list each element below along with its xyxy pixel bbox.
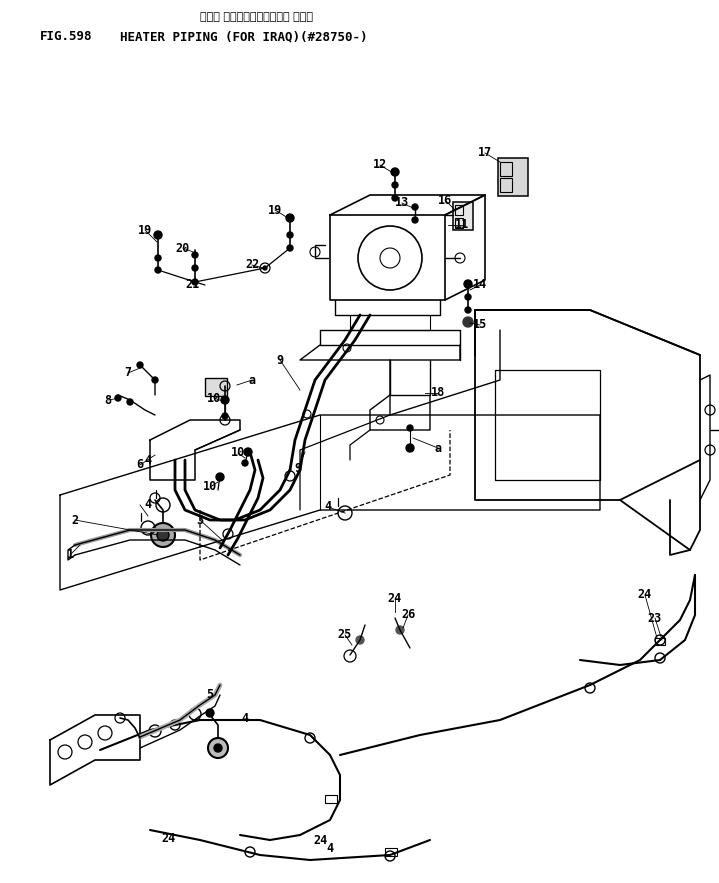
Circle shape — [192, 279, 198, 285]
Circle shape — [392, 182, 398, 188]
Text: 12: 12 — [373, 159, 387, 171]
Circle shape — [151, 523, 175, 547]
Text: a: a — [249, 374, 255, 387]
Bar — [453, 202, 473, 230]
Text: 13: 13 — [395, 197, 409, 209]
Bar — [385, 848, 397, 856]
Text: 17: 17 — [478, 147, 492, 160]
Text: 19: 19 — [268, 203, 282, 216]
Text: 15: 15 — [473, 319, 487, 331]
Text: 24: 24 — [313, 834, 327, 847]
Text: FIG.598: FIG.598 — [40, 30, 93, 43]
Text: 10: 10 — [207, 391, 221, 404]
Text: 11: 11 — [455, 218, 469, 231]
Text: 25: 25 — [338, 629, 352, 642]
Text: 7: 7 — [124, 366, 132, 380]
Text: 24: 24 — [638, 588, 652, 601]
Circle shape — [412, 217, 418, 223]
Text: 2: 2 — [71, 514, 78, 526]
Text: 14: 14 — [473, 278, 487, 291]
Text: 21: 21 — [185, 278, 199, 291]
Circle shape — [407, 425, 413, 431]
Circle shape — [214, 744, 222, 752]
Circle shape — [223, 529, 233, 539]
Text: 10: 10 — [203, 480, 217, 494]
Circle shape — [263, 266, 267, 270]
Circle shape — [127, 399, 133, 405]
Text: 4: 4 — [326, 841, 334, 855]
Bar — [455, 205, 463, 215]
Circle shape — [465, 294, 471, 300]
Text: 9: 9 — [276, 353, 283, 366]
Circle shape — [242, 460, 248, 466]
Circle shape — [155, 267, 161, 273]
Circle shape — [286, 214, 294, 222]
Circle shape — [206, 709, 214, 717]
Text: 22: 22 — [245, 259, 259, 271]
Circle shape — [157, 529, 169, 541]
Bar — [325, 795, 337, 803]
Circle shape — [154, 231, 162, 239]
Text: 26: 26 — [401, 608, 415, 622]
Bar — [500, 178, 512, 192]
Circle shape — [152, 377, 158, 383]
Circle shape — [287, 232, 293, 238]
Text: 16: 16 — [438, 193, 452, 207]
Text: 1: 1 — [66, 548, 73, 562]
Circle shape — [137, 362, 143, 368]
Circle shape — [192, 265, 198, 271]
Circle shape — [287, 245, 293, 251]
Circle shape — [463, 317, 473, 327]
Text: 4: 4 — [324, 501, 331, 514]
Text: 5: 5 — [206, 689, 214, 701]
Text: 19: 19 — [138, 223, 152, 237]
Text: 4: 4 — [145, 499, 152, 511]
Bar — [498, 158, 528, 196]
Text: a: a — [434, 442, 441, 455]
Circle shape — [464, 280, 472, 288]
Text: 20: 20 — [176, 241, 190, 254]
Text: HEATER PIPING (FOR IRAQ)(#28750-): HEATER PIPING (FOR IRAQ)(#28750-) — [120, 30, 367, 43]
Circle shape — [396, 626, 404, 634]
Text: 10: 10 — [231, 447, 245, 459]
Circle shape — [392, 195, 398, 201]
Circle shape — [192, 252, 198, 258]
Text: 4: 4 — [242, 712, 249, 724]
Bar — [455, 218, 463, 228]
Text: 18: 18 — [431, 387, 445, 399]
Circle shape — [391, 168, 399, 176]
Text: 24: 24 — [161, 832, 175, 844]
Circle shape — [221, 396, 229, 404]
Bar — [500, 162, 512, 176]
Circle shape — [465, 307, 471, 313]
Circle shape — [412, 204, 418, 210]
Circle shape — [285, 471, 295, 481]
Circle shape — [303, 410, 311, 418]
Text: 4: 4 — [145, 454, 152, 466]
Text: ヒータ パイピング　（イラク ヨウ）: ヒータ パイピング （イラク ヨウ） — [200, 12, 313, 22]
Circle shape — [222, 413, 228, 419]
Circle shape — [244, 448, 252, 456]
Text: 8: 8 — [104, 394, 111, 406]
Circle shape — [406, 444, 414, 452]
Circle shape — [356, 636, 364, 644]
Bar — [205, 378, 227, 396]
Text: 23: 23 — [648, 612, 662, 624]
Circle shape — [216, 473, 224, 481]
Text: 3: 3 — [196, 514, 203, 526]
Circle shape — [343, 344, 351, 352]
Circle shape — [115, 395, 121, 401]
Text: 6: 6 — [137, 458, 144, 472]
Circle shape — [208, 738, 228, 758]
Circle shape — [155, 255, 161, 261]
Text: 9: 9 — [295, 462, 301, 474]
Text: 24: 24 — [388, 592, 402, 605]
Bar — [655, 638, 665, 645]
